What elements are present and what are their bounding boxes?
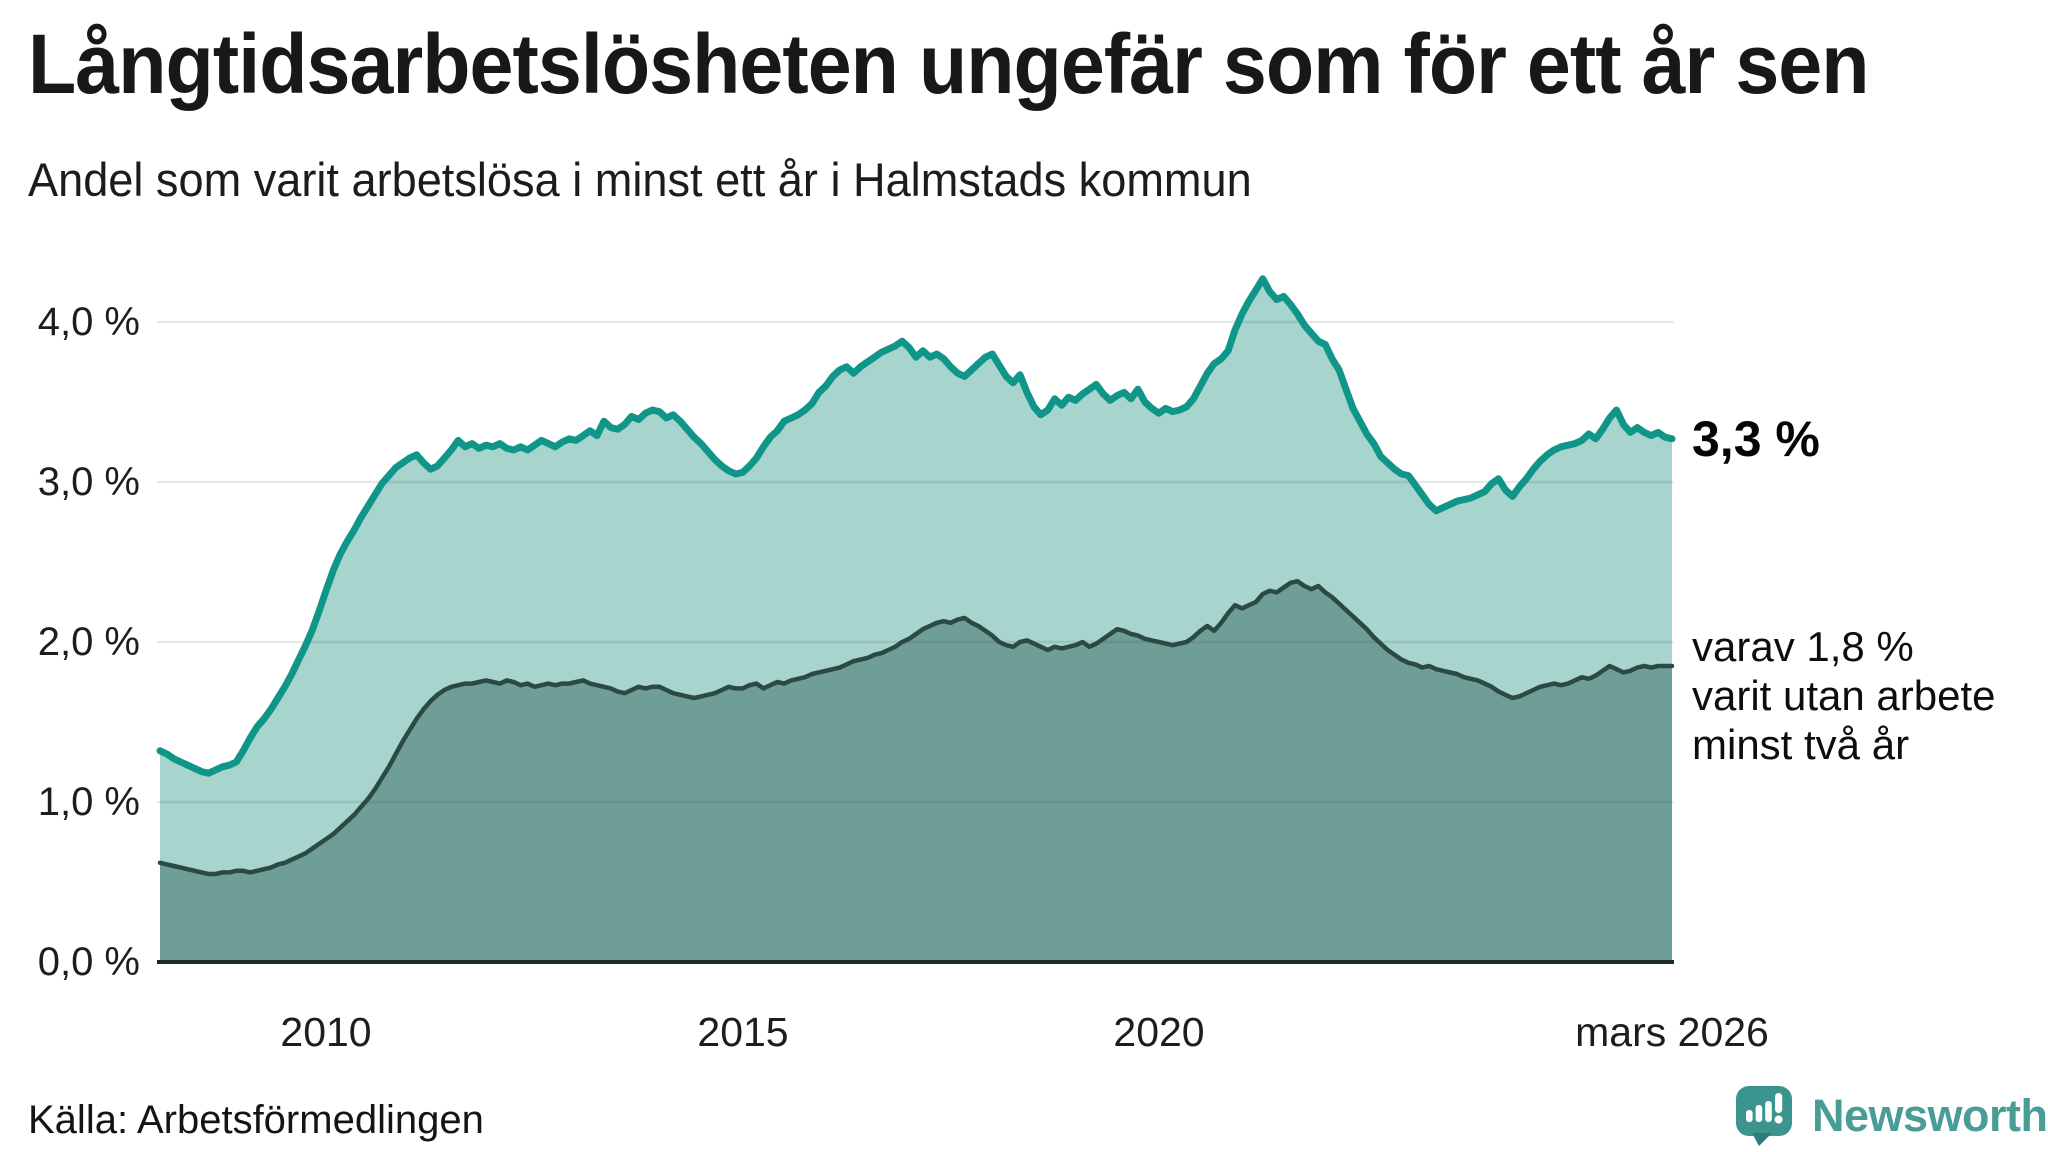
secondary-value-line: varav 1,8 %	[1692, 623, 1914, 670]
latest-value-label: 3,3 %	[1692, 410, 1820, 467]
y-tick-label: 1,0 %	[37, 780, 140, 824]
x-tick-label: 2020	[1113, 1009, 1205, 1055]
secondary-value-line: minst två år	[1692, 721, 1910, 768]
y-tick-label: 2,0 %	[37, 620, 140, 664]
newsworthy-wordmark: Newsworthy	[1812, 1090, 2048, 1141]
line-very-long-term	[157, 578, 1675, 877]
page-subtitle: Andel som varit arbetslösa i minst ett å…	[28, 153, 1252, 206]
page-title: Långtidsarbetslösheten ungefär som för e…	[28, 17, 1870, 111]
source-credit: Källa: Arbetsförmedlingen	[28, 1098, 484, 1142]
x-tick-label: 2010	[280, 1009, 372, 1055]
newsworthy-logo-icon	[1736, 1086, 1792, 1146]
y-tick-label: 3,0 %	[37, 460, 140, 504]
x-tick-label: 2015	[697, 1009, 789, 1055]
newsworthy-branding: Newsworthy	[1734, 1086, 2048, 1146]
x-tick-label: mars 2026	[1575, 1009, 1769, 1055]
secondary-value-label: varav 1,8 % varit utan arbete minst två …	[1692, 622, 1996, 769]
y-tick-label: 4,0 %	[37, 300, 140, 344]
line-long-term	[156, 275, 1676, 777]
y-tick-label: 0,0 %	[37, 940, 140, 984]
area-very-long-term	[160, 581, 1672, 962]
secondary-value-line: varit utan arbete	[1692, 672, 1996, 719]
